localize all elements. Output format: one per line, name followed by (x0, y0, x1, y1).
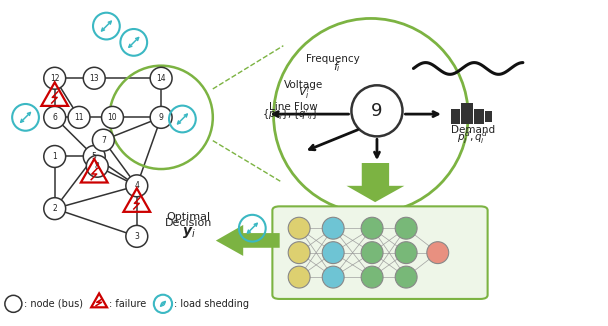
Ellipse shape (361, 217, 383, 239)
Ellipse shape (322, 242, 344, 264)
Ellipse shape (395, 217, 417, 239)
Text: $\boldsymbol{y}_i$: $\boldsymbol{y}_i$ (182, 225, 195, 240)
Text: 7: 7 (101, 136, 106, 145)
Ellipse shape (92, 129, 114, 151)
Ellipse shape (102, 106, 123, 128)
Polygon shape (347, 163, 404, 202)
Polygon shape (216, 225, 280, 256)
Ellipse shape (351, 85, 402, 136)
Text: $V_i'$: $V_i'$ (298, 85, 310, 101)
Ellipse shape (288, 242, 310, 264)
Ellipse shape (361, 266, 383, 288)
Ellipse shape (83, 67, 105, 89)
Text: Demand: Demand (451, 126, 495, 135)
Text: 6: 6 (52, 113, 57, 122)
Text: 14: 14 (156, 74, 166, 83)
Text: 1: 1 (52, 152, 57, 161)
Text: Frequency: Frequency (306, 54, 360, 64)
Ellipse shape (44, 67, 66, 89)
Ellipse shape (44, 106, 66, 128)
Ellipse shape (126, 175, 148, 197)
Ellipse shape (5, 295, 22, 312)
Text: : failure: : failure (109, 299, 147, 309)
Text: 13: 13 (89, 74, 99, 83)
Ellipse shape (150, 67, 172, 89)
Ellipse shape (288, 217, 310, 239)
Text: 11: 11 (74, 113, 84, 122)
Ellipse shape (44, 198, 66, 220)
Text: 10: 10 (108, 113, 117, 122)
Text: 12: 12 (50, 74, 60, 83)
Ellipse shape (68, 106, 90, 128)
Ellipse shape (288, 266, 310, 288)
Text: 9: 9 (371, 102, 382, 120)
Text: $\{p'_{ij}\}, \{q'_{ij}\}$: $\{p'_{ij}\}, \{q'_{ij}\}$ (262, 108, 319, 122)
Ellipse shape (150, 106, 172, 128)
Ellipse shape (322, 217, 344, 239)
Text: $p_i^d, q_i^d$: $p_i^d, q_i^d$ (457, 129, 489, 146)
Ellipse shape (395, 242, 417, 264)
Text: Optimal: Optimal (167, 212, 210, 222)
Ellipse shape (395, 266, 417, 288)
Text: 3: 3 (134, 232, 139, 241)
Text: 9: 9 (159, 113, 164, 122)
FancyBboxPatch shape (474, 110, 484, 124)
Ellipse shape (126, 225, 148, 247)
Text: : load shedding: : load shedding (174, 299, 249, 309)
Text: Line Flow: Line Flow (269, 102, 317, 112)
FancyBboxPatch shape (485, 111, 492, 123)
Text: Decision: Decision (165, 218, 212, 228)
Text: 4: 4 (134, 181, 139, 190)
FancyBboxPatch shape (461, 103, 473, 124)
Ellipse shape (83, 145, 105, 168)
Ellipse shape (44, 145, 66, 168)
Text: 5: 5 (92, 152, 97, 161)
Text: $f_i$: $f_i$ (333, 60, 342, 74)
Ellipse shape (86, 155, 108, 177)
Text: Voltage: Voltage (285, 80, 323, 90)
Text: 2: 2 (52, 204, 57, 213)
FancyBboxPatch shape (451, 109, 460, 124)
Ellipse shape (322, 266, 344, 288)
Text: : node (bus): : node (bus) (24, 299, 83, 309)
Text: 8: 8 (95, 162, 100, 171)
FancyBboxPatch shape (272, 206, 488, 299)
Ellipse shape (427, 242, 449, 264)
Ellipse shape (361, 242, 383, 264)
